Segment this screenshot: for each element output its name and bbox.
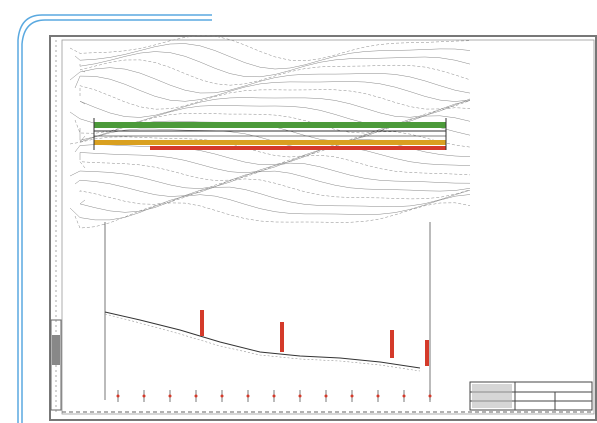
marker — [390, 330, 394, 358]
background — [0, 0, 597, 423]
tick-dot — [429, 395, 432, 398]
drawing-sheet — [0, 0, 597, 423]
tick-dot — [117, 395, 120, 398]
road-strip-orange — [94, 140, 446, 145]
road-strip-green — [94, 122, 446, 128]
marker — [200, 310, 204, 336]
tick-dot — [299, 395, 302, 398]
tick-dot — [377, 395, 380, 398]
tick-dot — [221, 395, 224, 398]
tick-dot — [143, 395, 146, 398]
tick-dot — [325, 395, 328, 398]
side-stamp-fill — [52, 335, 60, 365]
page — [0, 0, 597, 423]
title-block-fill — [472, 384, 512, 408]
road-strip-red — [150, 146, 446, 150]
marker — [280, 322, 284, 352]
tick-dot — [351, 395, 354, 398]
tick-dot — [195, 395, 198, 398]
tick-dot — [169, 395, 172, 398]
tick-dot — [403, 395, 406, 398]
tick-dot — [247, 395, 250, 398]
tick-dot — [273, 395, 276, 398]
marker — [425, 340, 429, 366]
